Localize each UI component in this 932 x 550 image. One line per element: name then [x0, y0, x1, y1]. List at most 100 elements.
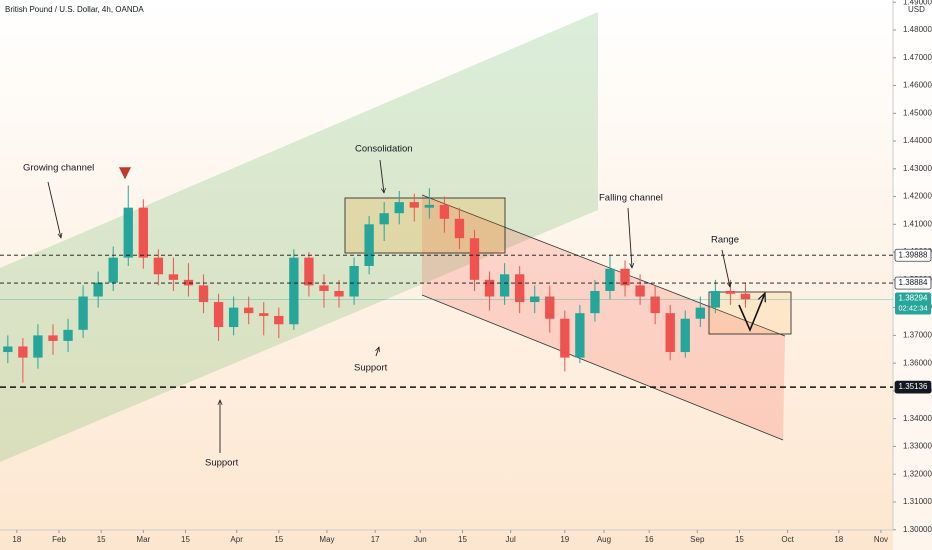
price-tag — [894, 380, 932, 394]
candle-body — [48, 335, 58, 341]
y-tick-label: 1.46000 — [903, 81, 932, 90]
x-tick-label: May — [319, 535, 334, 544]
y-tick-label: 1.32000 — [903, 469, 932, 478]
candle-body — [379, 213, 389, 225]
candle-body — [289, 257, 299, 325]
candle-body — [244, 307, 254, 314]
y-tick-label: 1.44000 — [903, 136, 932, 145]
candle-body — [108, 257, 118, 283]
candle-body — [484, 279, 495, 297]
countdown: 02:42:34 — [898, 303, 927, 312]
plot-area — [3, 185, 751, 383]
candle-body — [409, 202, 419, 208]
price-tag — [894, 248, 932, 262]
y-tick-label: 1.30000 — [903, 525, 932, 534]
y-tick-label: 1.42000 — [903, 192, 932, 201]
candle-body — [153, 257, 164, 275]
price-axis-bg — [893, 0, 932, 550]
x-tick-label: 15 — [97, 535, 106, 544]
candle-body — [319, 285, 329, 291]
x-tick-label: 19 — [560, 535, 569, 544]
y-tick-label: 1.41000 — [903, 219, 932, 228]
x-tick-label: 15 — [458, 535, 467, 544]
x-tick-label: Jul — [506, 535, 516, 544]
candle-body — [650, 296, 660, 314]
price-tag-label: 1.35136 — [899, 382, 928, 391]
y-tick-label: 1.33000 — [903, 442, 932, 451]
price-tag — [894, 276, 932, 290]
x-tick-label: Nov — [874, 535, 888, 544]
candle-body — [575, 313, 585, 358]
candle-body — [560, 318, 570, 358]
candle-body — [725, 290, 736, 294]
candle-body — [665, 313, 675, 353]
candle-body — [439, 204, 450, 219]
candle-body — [469, 238, 480, 280]
candle-body — [123, 207, 133, 258]
candle-body — [138, 207, 148, 258]
x-tick-label: Mar — [136, 535, 150, 544]
x-tick-label: Sep — [690, 535, 705, 544]
arrow — [47, 181, 61, 238]
candle-body — [499, 274, 510, 297]
candle-body — [93, 282, 103, 297]
arrows — [47, 159, 765, 453]
candle-body — [198, 285, 209, 303]
y-tick-label: 1.31000 — [903, 497, 932, 506]
falling-channel — [422, 195, 785, 440]
x-tick-label: 18 — [12, 535, 21, 544]
candle-body — [680, 318, 690, 353]
x-tick-label: 15 — [735, 535, 744, 544]
x-tick-label: 18 — [834, 535, 843, 544]
arrow — [379, 159, 384, 193]
candle-body — [394, 202, 404, 214]
currency: USD — [908, 5, 925, 14]
x-tick-label: 15 — [181, 535, 190, 544]
candle-body — [18, 346, 28, 358]
candle-body — [740, 293, 751, 300]
price-tag-label: 1.38884 — [899, 278, 928, 287]
annotation: Consolidation — [355, 144, 413, 155]
y-tick-label: 1.48000 — [903, 25, 932, 34]
candle-body — [424, 204, 435, 208]
candle-body — [259, 313, 269, 316]
candle-body — [620, 268, 630, 286]
candle-body — [168, 274, 179, 280]
annotation: Support — [354, 363, 388, 374]
chart-title: British Pound / U.S. Dollar, 4h, OANDA — [5, 5, 144, 14]
price-tag-label: 1.39888 — [899, 250, 928, 259]
x-tick-label: 15 — [274, 535, 283, 544]
x-tick-label: Aug — [597, 535, 611, 544]
candle-body — [3, 346, 13, 353]
candle-body — [590, 290, 600, 314]
candle-body — [304, 257, 314, 286]
candle-body — [514, 274, 525, 303]
y-tick-label: 1.37000 — [903, 330, 932, 339]
candle-body — [213, 302, 224, 328]
candle-body — [695, 307, 705, 319]
channel-line — [421, 194, 786, 337]
x-tick-label: 16 — [645, 535, 654, 544]
candle-body — [545, 296, 555, 319]
candle-body — [364, 224, 374, 266]
candle-body — [635, 285, 645, 297]
candle-body — [605, 268, 615, 291]
arrow — [376, 347, 379, 357]
annotation: Support — [205, 458, 239, 469]
last-price-label: 1.38294 — [899, 294, 928, 303]
x-tick-label: Jun — [414, 535, 427, 544]
x-tick-label: 17 — [371, 535, 380, 544]
candle-body — [78, 296, 88, 330]
annotation: Range — [711, 235, 739, 246]
arrow — [627, 207, 632, 268]
x-tick-label: Apr — [230, 535, 243, 544]
candle-body — [274, 315, 284, 325]
y-tick-label: 1.36000 — [903, 358, 932, 367]
candle-body — [454, 218, 465, 239]
candle-body — [349, 265, 359, 297]
last-price-tag — [895, 292, 931, 315]
x-tick-label: Feb — [52, 535, 66, 544]
growing-channel — [0, 12, 598, 462]
annotation: Growing channel — [23, 163, 94, 174]
